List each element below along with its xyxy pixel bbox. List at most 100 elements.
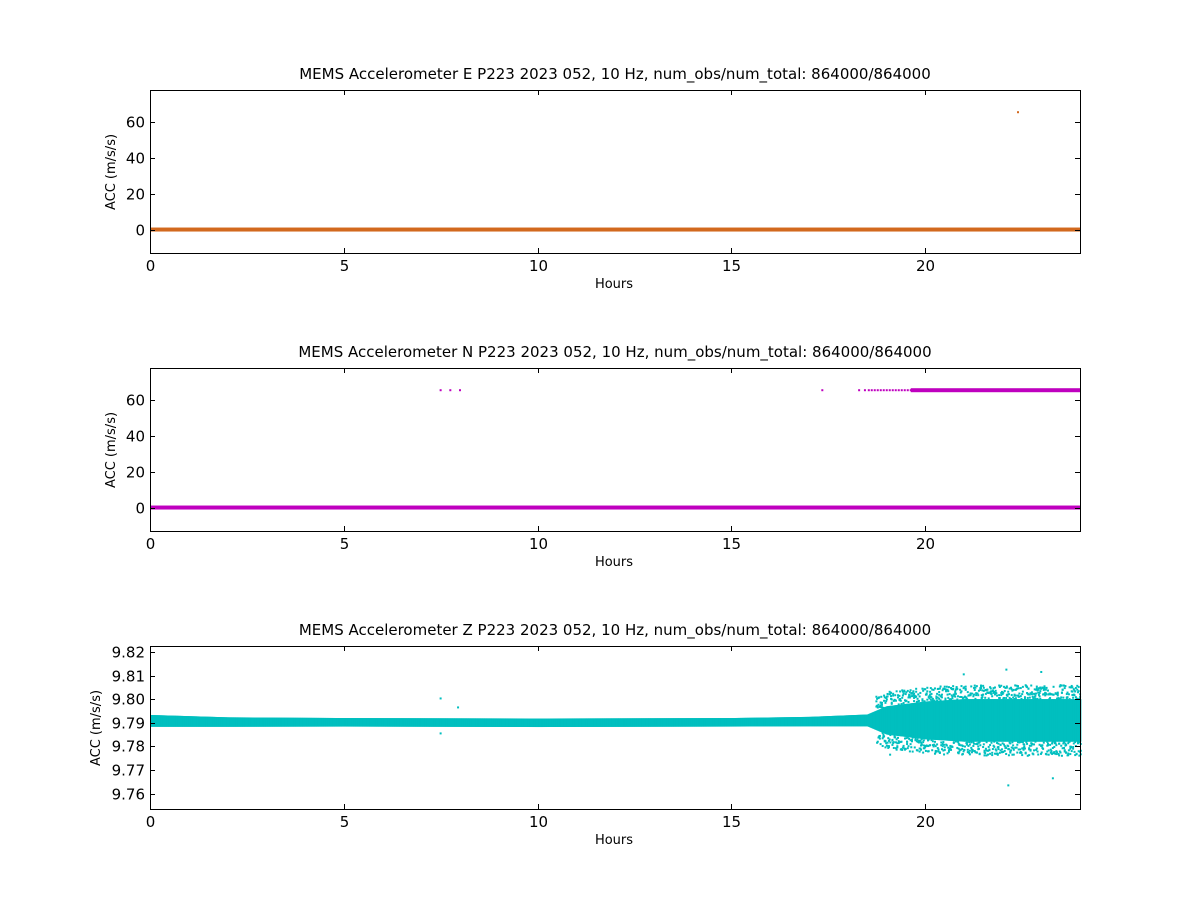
subplot-z-scatter-point xyxy=(883,694,886,697)
subplot-z-scatter-point xyxy=(928,697,931,700)
subplot-z-scatter-point xyxy=(1010,686,1013,689)
subplot-z-scatter-point xyxy=(951,745,954,748)
subplot-z-scatter-point xyxy=(1003,689,1006,692)
subplot-z-scatter-point xyxy=(1048,698,1051,701)
subplot-z-scatter-point xyxy=(1016,685,1019,688)
subplot-z-scatter-point xyxy=(906,736,909,739)
subplot-z-scatter-point xyxy=(1038,743,1041,746)
subplot-z-scatter-point xyxy=(1067,754,1070,757)
subplot-z-scatter-point xyxy=(1033,695,1036,698)
subplot-z-scatter-point xyxy=(881,745,884,748)
subplot-z-scatter-point xyxy=(1049,697,1052,700)
subplot-z-scatter-point xyxy=(875,695,878,698)
subplot-z-scatter-point xyxy=(928,694,931,697)
subplot-z-scatter-point xyxy=(941,745,944,748)
subplot-z-scatter-point xyxy=(906,743,909,746)
subplot-z-scatter-point xyxy=(905,691,908,694)
subplot-z-scatter-point xyxy=(1010,694,1013,697)
subplot-z-outlier-point xyxy=(962,673,965,676)
subplot-z-scatter-point xyxy=(957,740,960,743)
subplot-z-scatter-point xyxy=(889,741,892,744)
subplot-z-scatter-point xyxy=(1043,688,1046,691)
subplot-z-scatter-point xyxy=(897,703,900,706)
subplot-z-scatter-point xyxy=(1070,684,1073,687)
subplot-z-scatter-point xyxy=(1078,754,1081,757)
subplot-z-scatter-point xyxy=(1029,692,1032,695)
subplot-z-scatter-point xyxy=(985,741,988,744)
subplot-z-scatter-point xyxy=(984,752,987,755)
subplot-z-scatter-point xyxy=(927,696,930,699)
subplot-z-scatter-point xyxy=(971,750,974,753)
subplot-z-scatter-point xyxy=(972,744,975,747)
subplot-z-scatter-point xyxy=(973,689,976,692)
subplot-z-scatter-point xyxy=(949,744,952,747)
subplot-z-scatter-point xyxy=(921,687,924,690)
subplot-z-scatter-point xyxy=(886,741,889,744)
subplot-z-scatter-point xyxy=(1062,696,1065,699)
subplot-z-scatter-point xyxy=(976,743,979,746)
subplot-z-scatter-point xyxy=(1035,692,1038,695)
subplot-n-ytick-label: 20 xyxy=(126,464,145,482)
subplot-z-ytick-label: 9.80 xyxy=(112,691,145,709)
subplot-z-scatter-point xyxy=(1066,691,1069,694)
subplot-z-scatter-point xyxy=(997,745,1000,748)
subplot-z-scatter-point xyxy=(1063,740,1066,743)
subplot-z-scatter-point xyxy=(950,698,953,701)
subplot-z-scatter-point xyxy=(939,699,942,702)
subplot-z-scatter-point xyxy=(1001,692,1004,695)
subplot-z-scatter-point xyxy=(970,746,973,749)
subplot-n-xtick-label: 0 xyxy=(146,535,156,553)
subplot-z-scatter-point xyxy=(933,687,936,690)
subplot-z-scatter-point xyxy=(963,745,966,748)
subplot-z-scatter-point xyxy=(1040,752,1043,755)
subplot-z-scatter-point xyxy=(1051,742,1054,745)
subplot-z-scatter-point xyxy=(1063,749,1066,752)
subplot-z-scatter-point xyxy=(918,750,921,753)
subplot-z-scatter-point xyxy=(1074,696,1077,699)
subplot-z-scatter-point xyxy=(954,740,957,743)
subplot-z-scatter-point xyxy=(1008,696,1011,699)
subplot-z-scatter-point xyxy=(908,693,911,696)
subplot-z-scatter-point xyxy=(959,695,962,698)
subplot-z-scatter-point xyxy=(905,699,908,702)
subplot-z-scatter-point xyxy=(1020,751,1023,754)
subplot-n-ytick-label: 60 xyxy=(126,392,145,410)
subplot-z-scatter-point xyxy=(987,753,989,756)
subplot-n-upper-band-point xyxy=(900,389,903,392)
subplot-z-scatter-point xyxy=(966,748,969,751)
subplot-z-scatter-point xyxy=(1007,748,1010,751)
subplot-z-xtick-label: 15 xyxy=(722,813,741,831)
subplot-z-scatter-point xyxy=(1052,685,1055,688)
subplot-e-ytick-label: 20 xyxy=(126,186,145,204)
subplot-z-scatter-point xyxy=(912,690,915,693)
subplot-z-scatter-point xyxy=(941,742,944,745)
subplot-z: MEMS Accelerometer Z P223 2023 052, 10 H… xyxy=(89,621,1082,848)
subplot-z-scatter-point xyxy=(1028,693,1031,696)
subplot-z-scatter-point xyxy=(949,747,952,750)
subplot-e-ylabel: ACC (m/s/s) xyxy=(104,134,119,210)
subplot-z-scatter-point xyxy=(897,694,900,697)
subplot-z-scatter-point xyxy=(1070,746,1073,749)
subplot-n-upper-band-point xyxy=(879,389,882,392)
subplot-z-scatter-point xyxy=(920,743,923,746)
subplot-z-scatter-point xyxy=(990,693,993,696)
subplot-z-scatter-point xyxy=(963,748,966,751)
subplot-z-scatter-point xyxy=(1019,687,1022,690)
subplot-z-scatter-point xyxy=(890,691,893,694)
subplot-z-scatter-point xyxy=(894,736,897,739)
subplot-z-scatter-point xyxy=(1013,694,1016,697)
subplot-z-scatter-point xyxy=(1002,691,1005,694)
subplot-z-scatter-point xyxy=(883,735,886,738)
subplot-z-scatter-point xyxy=(914,737,917,740)
subplot-z-scatter-point xyxy=(947,690,950,693)
subplot-z-scatter-point xyxy=(1078,741,1081,744)
subplot-z-scatter-point xyxy=(894,741,897,744)
subplot-n-xtick-label: 10 xyxy=(529,535,548,553)
subplot-z-scatter-point xyxy=(911,695,914,698)
subplot-z-scatter-point xyxy=(1012,744,1015,747)
subplot-z-scatter-point xyxy=(1028,754,1031,757)
subplot-z-scatter-point xyxy=(883,696,886,699)
subplot-n-outlier-point xyxy=(449,389,452,392)
subplot-z-scatter-point xyxy=(876,705,879,708)
